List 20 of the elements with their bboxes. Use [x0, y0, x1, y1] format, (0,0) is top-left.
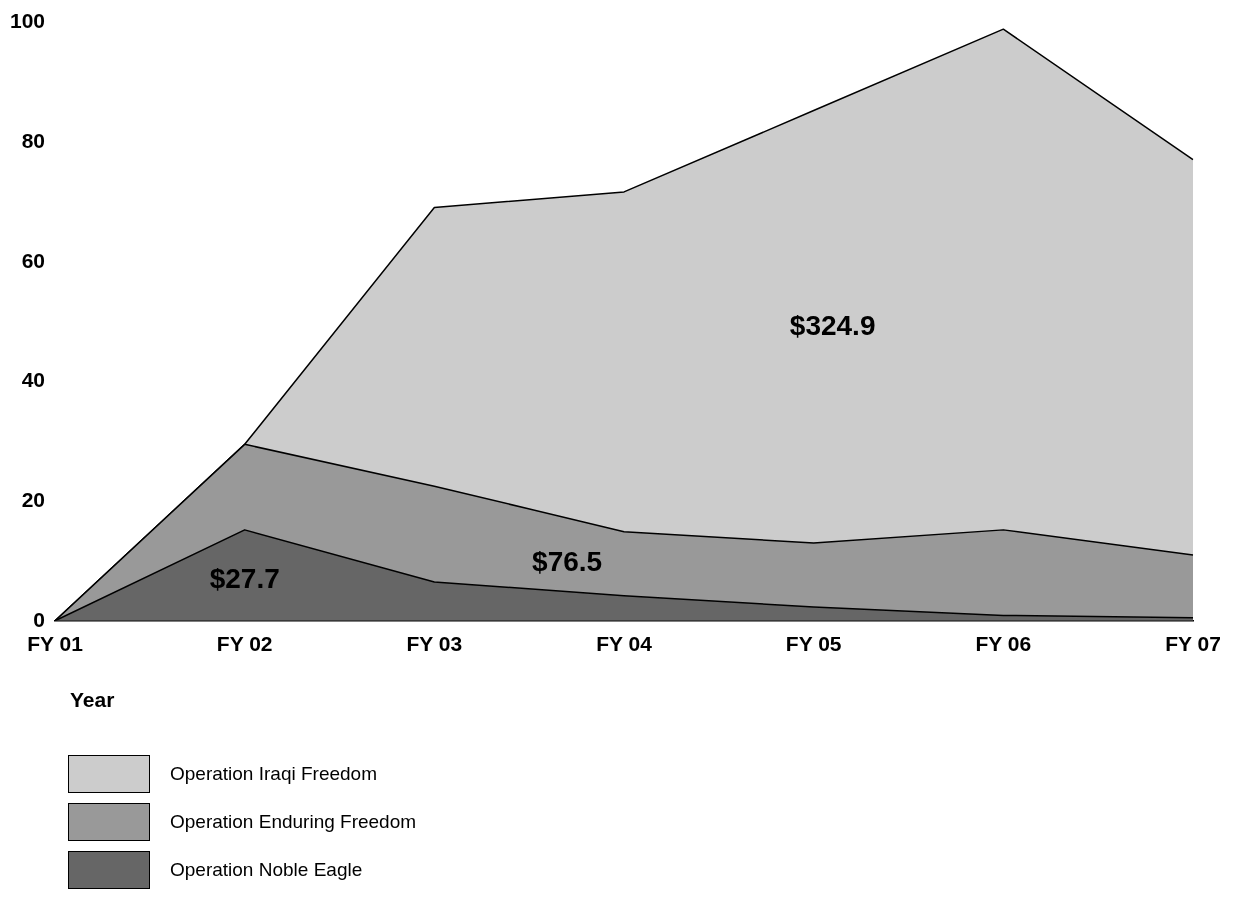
x-tick-label: FY 03 — [406, 632, 463, 656]
legend-label: Operation Noble Eagle — [170, 859, 363, 881]
x-axis-title: Year — [70, 688, 115, 712]
x-tick-label: FY 02 — [216, 632, 273, 656]
y-tick-label: 0 — [33, 607, 46, 631]
x-tick-label: FY 05 — [785, 632, 842, 656]
x-tick-label: FY 07 — [1165, 632, 1221, 656]
annotation: $76.5 — [532, 546, 603, 578]
x-tick-label: FY 06 — [975, 632, 1032, 656]
y-tick-label: 20 — [21, 487, 46, 511]
annotation: $27.7 — [209, 562, 280, 594]
y-tick-label: 40 — [21, 368, 46, 392]
legend-label: Operation Iraqi Freedom — [170, 763, 377, 785]
legend-label: Operation Enduring Freedom — [170, 811, 417, 833]
y-tick-label: 60 — [21, 248, 46, 272]
y-tick-label: 100 — [9, 9, 46, 33]
y-tick-label: 80 — [21, 129, 46, 153]
annotation: $324.9 — [789, 309, 876, 341]
x-tick-label: FY 04 — [596, 632, 653, 656]
x-tick-label: FY 01 — [27, 632, 84, 656]
